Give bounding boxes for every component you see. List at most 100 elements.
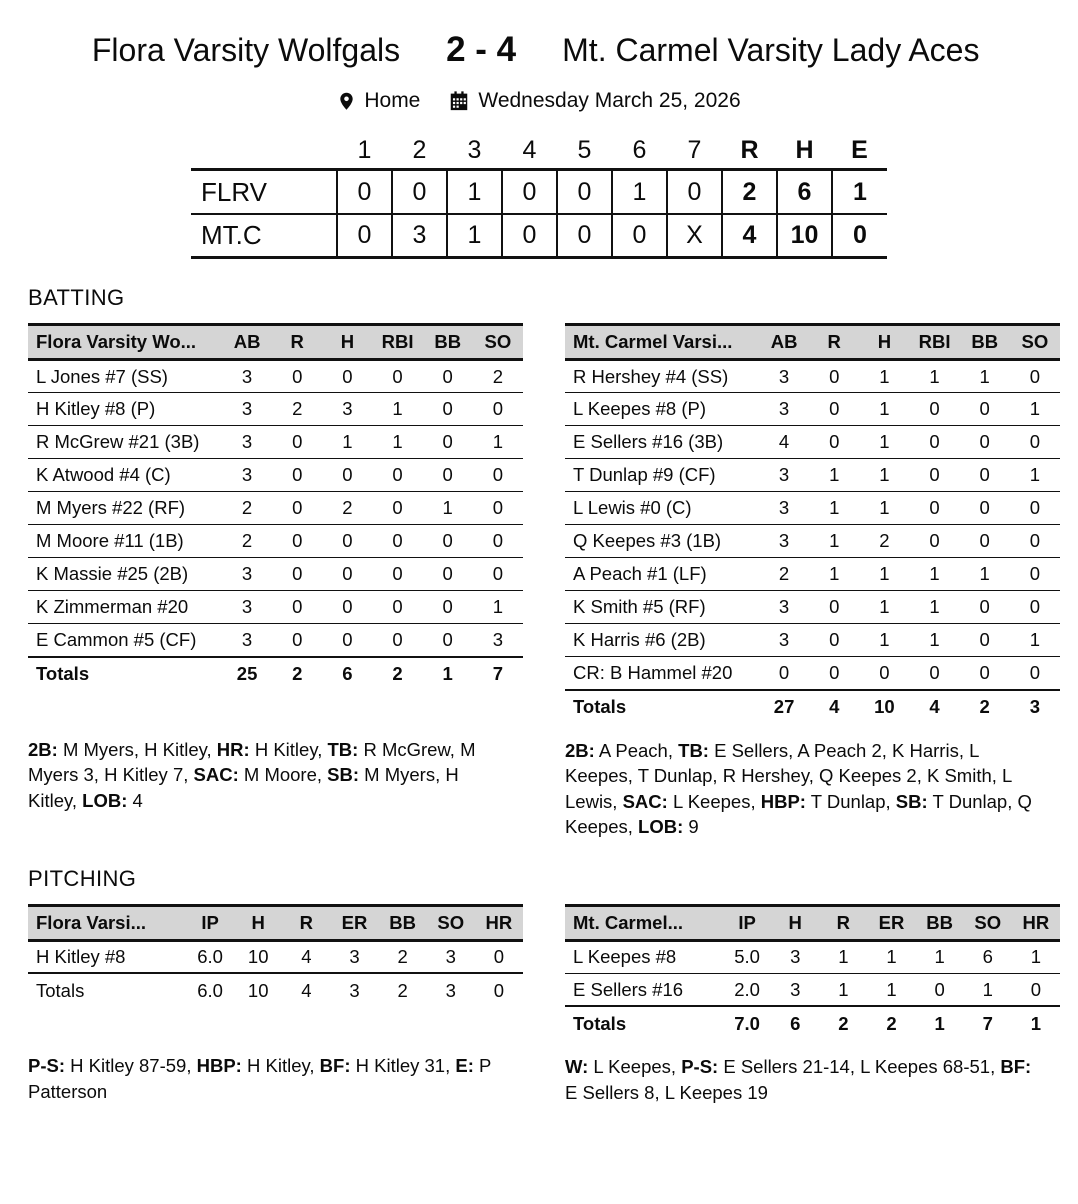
summary-stat-value: 9 — [683, 816, 699, 838]
batter-row: E Sellers #16 (3B) 4 0 1 0 0 0 — [565, 426, 1060, 459]
pitcher-stat: 5.0 — [734, 946, 760, 968]
pitching-table-home: Flora Varsi... IP H R ER BB SO HR H Kitl… — [28, 903, 523, 1008]
batter-row: Q Keepes #3 (1B) 3 1 2 0 0 0 — [565, 525, 1060, 558]
pitcher-stat: 3 — [790, 978, 801, 1000]
totals-stat: 1 — [934, 1012, 945, 1034]
inning-score: 1 — [446, 169, 502, 214]
inning-score: 0 — [666, 169, 722, 214]
batter-stat: 1 — [879, 464, 890, 486]
batter-row: L Lewis #0 (C) 3 1 1 0 0 0 — [565, 492, 1060, 525]
batter-stat: 0 — [829, 365, 840, 387]
batter-stat: 0 — [442, 365, 453, 387]
summary-stat-value: M Myers, H Kitley, — [57, 738, 217, 760]
stat-header: SO — [472, 323, 523, 362]
summary-stat-value: 4 — [127, 789, 143, 811]
inning-score: 0 — [611, 213, 667, 258]
errors-total: 0 — [831, 213, 887, 258]
batter-stat: 3 — [241, 398, 253, 420]
inning-score: 0 — [391, 169, 447, 214]
batter-stat: 3 — [778, 497, 790, 519]
hits-header: H — [795, 136, 814, 165]
inning-score: 0 — [556, 169, 612, 214]
batter-stat: 1 — [492, 596, 504, 618]
calendar-icon — [448, 90, 470, 112]
batter-stat: 0 — [1029, 365, 1041, 387]
batter-stat: 0 — [292, 431, 303, 453]
batter-stat: 0 — [442, 398, 453, 420]
stat-header: R — [809, 323, 860, 362]
batter-stat: 3 — [342, 398, 353, 420]
batter-stat: 1 — [1029, 464, 1041, 486]
summary-stat-value: H Kitley, — [241, 1055, 320, 1077]
batter-stat: 0 — [442, 629, 453, 651]
pitcher-stat: 3 — [445, 946, 456, 968]
summary-stat-label: P-S: — [28, 1055, 65, 1077]
batting-summary-away: 2B: A Peach, TB: E Sellers, A Peach 2, K… — [565, 738, 1041, 840]
batter-stat: 0 — [292, 497, 303, 519]
batter-stat: 0 — [979, 398, 990, 420]
date-label: Wednesday March 25, 2026 — [478, 88, 741, 112]
summary-stat-label: BF: — [319, 1055, 351, 1077]
batter-name: CR: B Hammel #20 — [573, 662, 733, 684]
batter-stat: 3 — [241, 365, 253, 387]
batter-stat: 0 — [442, 530, 453, 552]
batter-row: K Massie #25 (2B) 3 0 0 0 0 0 — [28, 558, 523, 591]
batter-stat: 0 — [829, 629, 840, 651]
batter-stat: 3 — [778, 530, 790, 552]
batter-stat: 0 — [829, 662, 840, 684]
totals-label: Totals — [573, 696, 627, 718]
summary-stat-label: 2B: — [28, 738, 58, 760]
batting-away-column: Mt. Carmel Varsi... AB R H RBI BB SO R H… — [565, 323, 1060, 840]
batting-home-column: Flora Varsity Wo... AB R H RBI BB SO L J… — [28, 323, 523, 840]
summary-stat-label: LOB: — [638, 816, 684, 838]
stat-header: BB — [378, 903, 427, 942]
summary-stat-label: TB: — [327, 738, 359, 760]
pitcher-stat: 6.0 — [197, 946, 223, 968]
batter-stat: 1 — [879, 563, 890, 585]
location-label: Home — [364, 88, 421, 112]
away-team-name: Mt. Carmel Varsity Lady Aces — [562, 32, 980, 68]
summary-stat-label: BF: — [1000, 1056, 1032, 1078]
totals-stat: 4 — [829, 696, 840, 718]
team-abbrev: FLRV — [201, 176, 267, 207]
batter-stat: 0 — [1029, 497, 1041, 519]
errors-total: 1 — [831, 169, 887, 214]
batter-stat: 0 — [492, 398, 504, 420]
batter-row: A Peach #1 (LF) 2 1 1 1 1 0 — [565, 558, 1060, 591]
linescore-row-home: FLRV 0 0 1 0 0 1 0 2 6 1 — [191, 169, 887, 214]
map-pin-icon — [337, 90, 356, 112]
pitcher-stat: 3 — [790, 946, 801, 968]
stat-header: R — [819, 903, 868, 942]
stat-header: H — [771, 903, 820, 942]
summary-stat-value: M Moore, — [238, 764, 328, 786]
hits-total: 6 — [776, 169, 832, 214]
batter-stat: 0 — [1029, 662, 1041, 684]
batting-summary-home: 2B: M Myers, H Kitley, HR: H Kitley, TB:… — [28, 737, 504, 814]
batting-team-header: Mt. Carmel Varsi... — [565, 323, 759, 362]
batter-stat: 3 — [778, 596, 790, 618]
linescore-table: 1 2 3 4 5 6 7 R H E FLRV 0 0 1 0 0 1 0 2… — [191, 133, 887, 260]
batter-stat: 0 — [778, 662, 790, 684]
summary-stat-value: H Kitley 31, — [350, 1055, 456, 1077]
batter-stat: 2 — [342, 497, 353, 519]
batter-row: L Jones #7 (SS) 3 0 0 0 0 2 — [28, 360, 523, 393]
batter-name: L Jones #7 (SS) — [36, 365, 168, 387]
batter-row: T Dunlap #9 (CF) 3 1 1 0 0 1 — [565, 459, 1060, 492]
batter-stat: 3 — [778, 464, 790, 486]
totals-stat: 3 — [445, 979, 456, 1001]
batter-stat: 0 — [829, 398, 840, 420]
stat-header: H — [322, 323, 373, 362]
inning-score: 0 — [556, 213, 612, 258]
batter-stat: 0 — [342, 563, 353, 585]
batting-tables: Flora Varsity Wo... AB R H RBI BB SO L J… — [28, 323, 1078, 840]
batter-stat: 0 — [392, 365, 403, 387]
stat-header: ER — [867, 903, 916, 942]
summary-stat-label: SB: — [327, 764, 360, 786]
pitcher-stat: 1 — [1030, 946, 1042, 968]
batter-stat: 1 — [829, 497, 840, 519]
batter-stat: 0 — [979, 497, 990, 519]
pitching-header-row: Mt. Carmel... IP H R ER BB SO HR — [565, 903, 1060, 942]
pitcher-stat: 3 — [349, 946, 360, 968]
pitcher-row: H Kitley #8 6.0 10 4 3 2 3 0 — [28, 940, 523, 974]
summary-stat-value: E Sellers 8, L Keepes 19 — [565, 1081, 768, 1103]
